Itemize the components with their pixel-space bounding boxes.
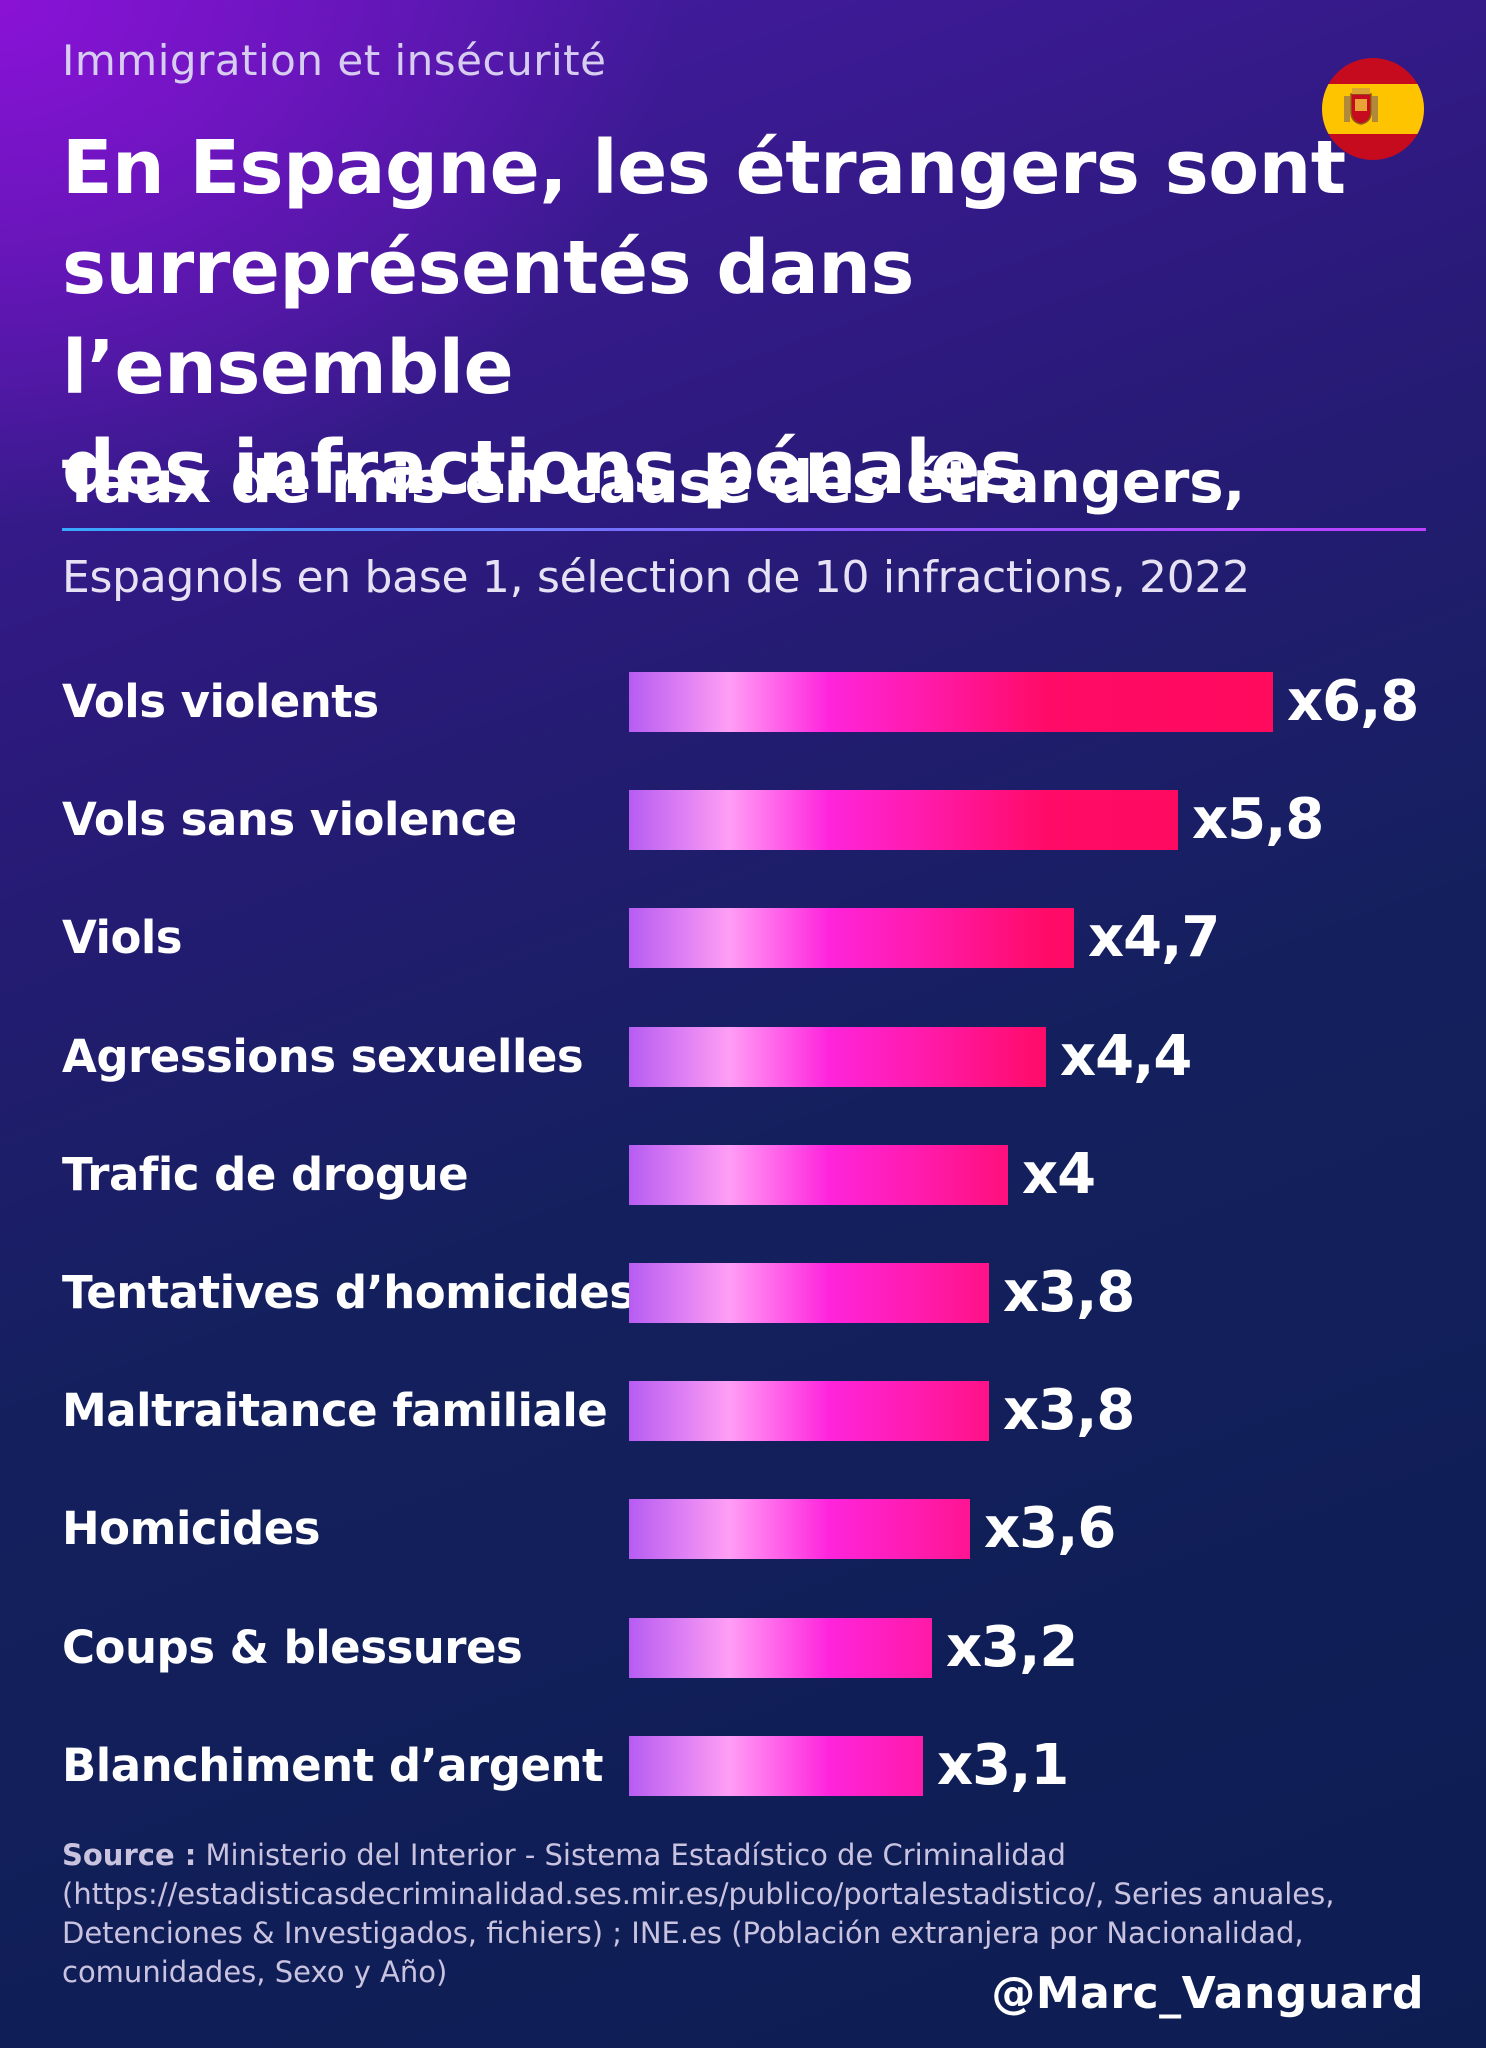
value-label: x3,8 <box>1003 1260 1135 1325</box>
chart-subtitle: Espagnols en base 1, sélection de 10 inf… <box>62 552 1250 603</box>
title-line: En Espagne, les étrangers sont <box>62 125 1346 211</box>
value-label: x4 <box>1022 1142 1096 1207</box>
category-label: Homicides <box>62 1502 321 1555</box>
category-label: Trafic de drogue <box>62 1148 469 1201</box>
value-label: x3,1 <box>937 1733 1069 1798</box>
value-label: x5,8 <box>1192 787 1324 852</box>
value-label: x3,6 <box>984 1496 1116 1561</box>
source-label: Source : <box>62 1838 197 1872</box>
bar <box>629 1736 923 1796</box>
kicker: Immigration et insécurité <box>62 36 607 85</box>
title-underline <box>62 528 1426 531</box>
category-label: Blanchiment d’argent <box>62 1739 604 1792</box>
bar <box>629 790 1178 850</box>
category-label: Maltraitance familiale <box>62 1384 608 1437</box>
source-note: Source : Ministerio del Interior - Siste… <box>62 1836 1402 1992</box>
bar <box>629 1618 932 1678</box>
category-label: Tentatives d’homicides <box>62 1266 636 1319</box>
bar <box>629 908 1074 968</box>
value-label: x3,8 <box>1003 1378 1135 1443</box>
value-label: x4,7 <box>1088 905 1220 970</box>
bar <box>629 1381 989 1441</box>
category-label: Viols <box>62 911 183 964</box>
category-label: Vols violents <box>62 675 379 728</box>
bar <box>629 1499 970 1559</box>
spain-flag-icon <box>1322 58 1424 160</box>
category-label: Agressions sexuelles <box>62 1030 584 1083</box>
category-label: Vols sans violence <box>62 793 517 846</box>
page-title: En Espagne, les étrangers sont surreprés… <box>62 118 1362 518</box>
value-label: x6,8 <box>1287 669 1419 734</box>
bar <box>629 1027 1046 1087</box>
chart-title: Taux de mis en cause des étrangers, <box>62 448 1246 516</box>
title-line: des infractions pénales <box>62 425 1024 511</box>
bar <box>629 1145 1008 1205</box>
value-label: x4,4 <box>1060 1024 1192 1089</box>
source-text: Ministerio del Interior - Sistema Estadí… <box>62 1838 1335 1989</box>
category-label: Coups & blessures <box>62 1621 523 1674</box>
bar <box>629 672 1273 732</box>
author-handle: @Marc_Vanguard <box>991 1968 1424 2019</box>
value-label: x3,2 <box>946 1615 1078 1680</box>
bar <box>629 1263 989 1323</box>
title-line: surreprésentés dans l’ensemble <box>62 225 914 411</box>
